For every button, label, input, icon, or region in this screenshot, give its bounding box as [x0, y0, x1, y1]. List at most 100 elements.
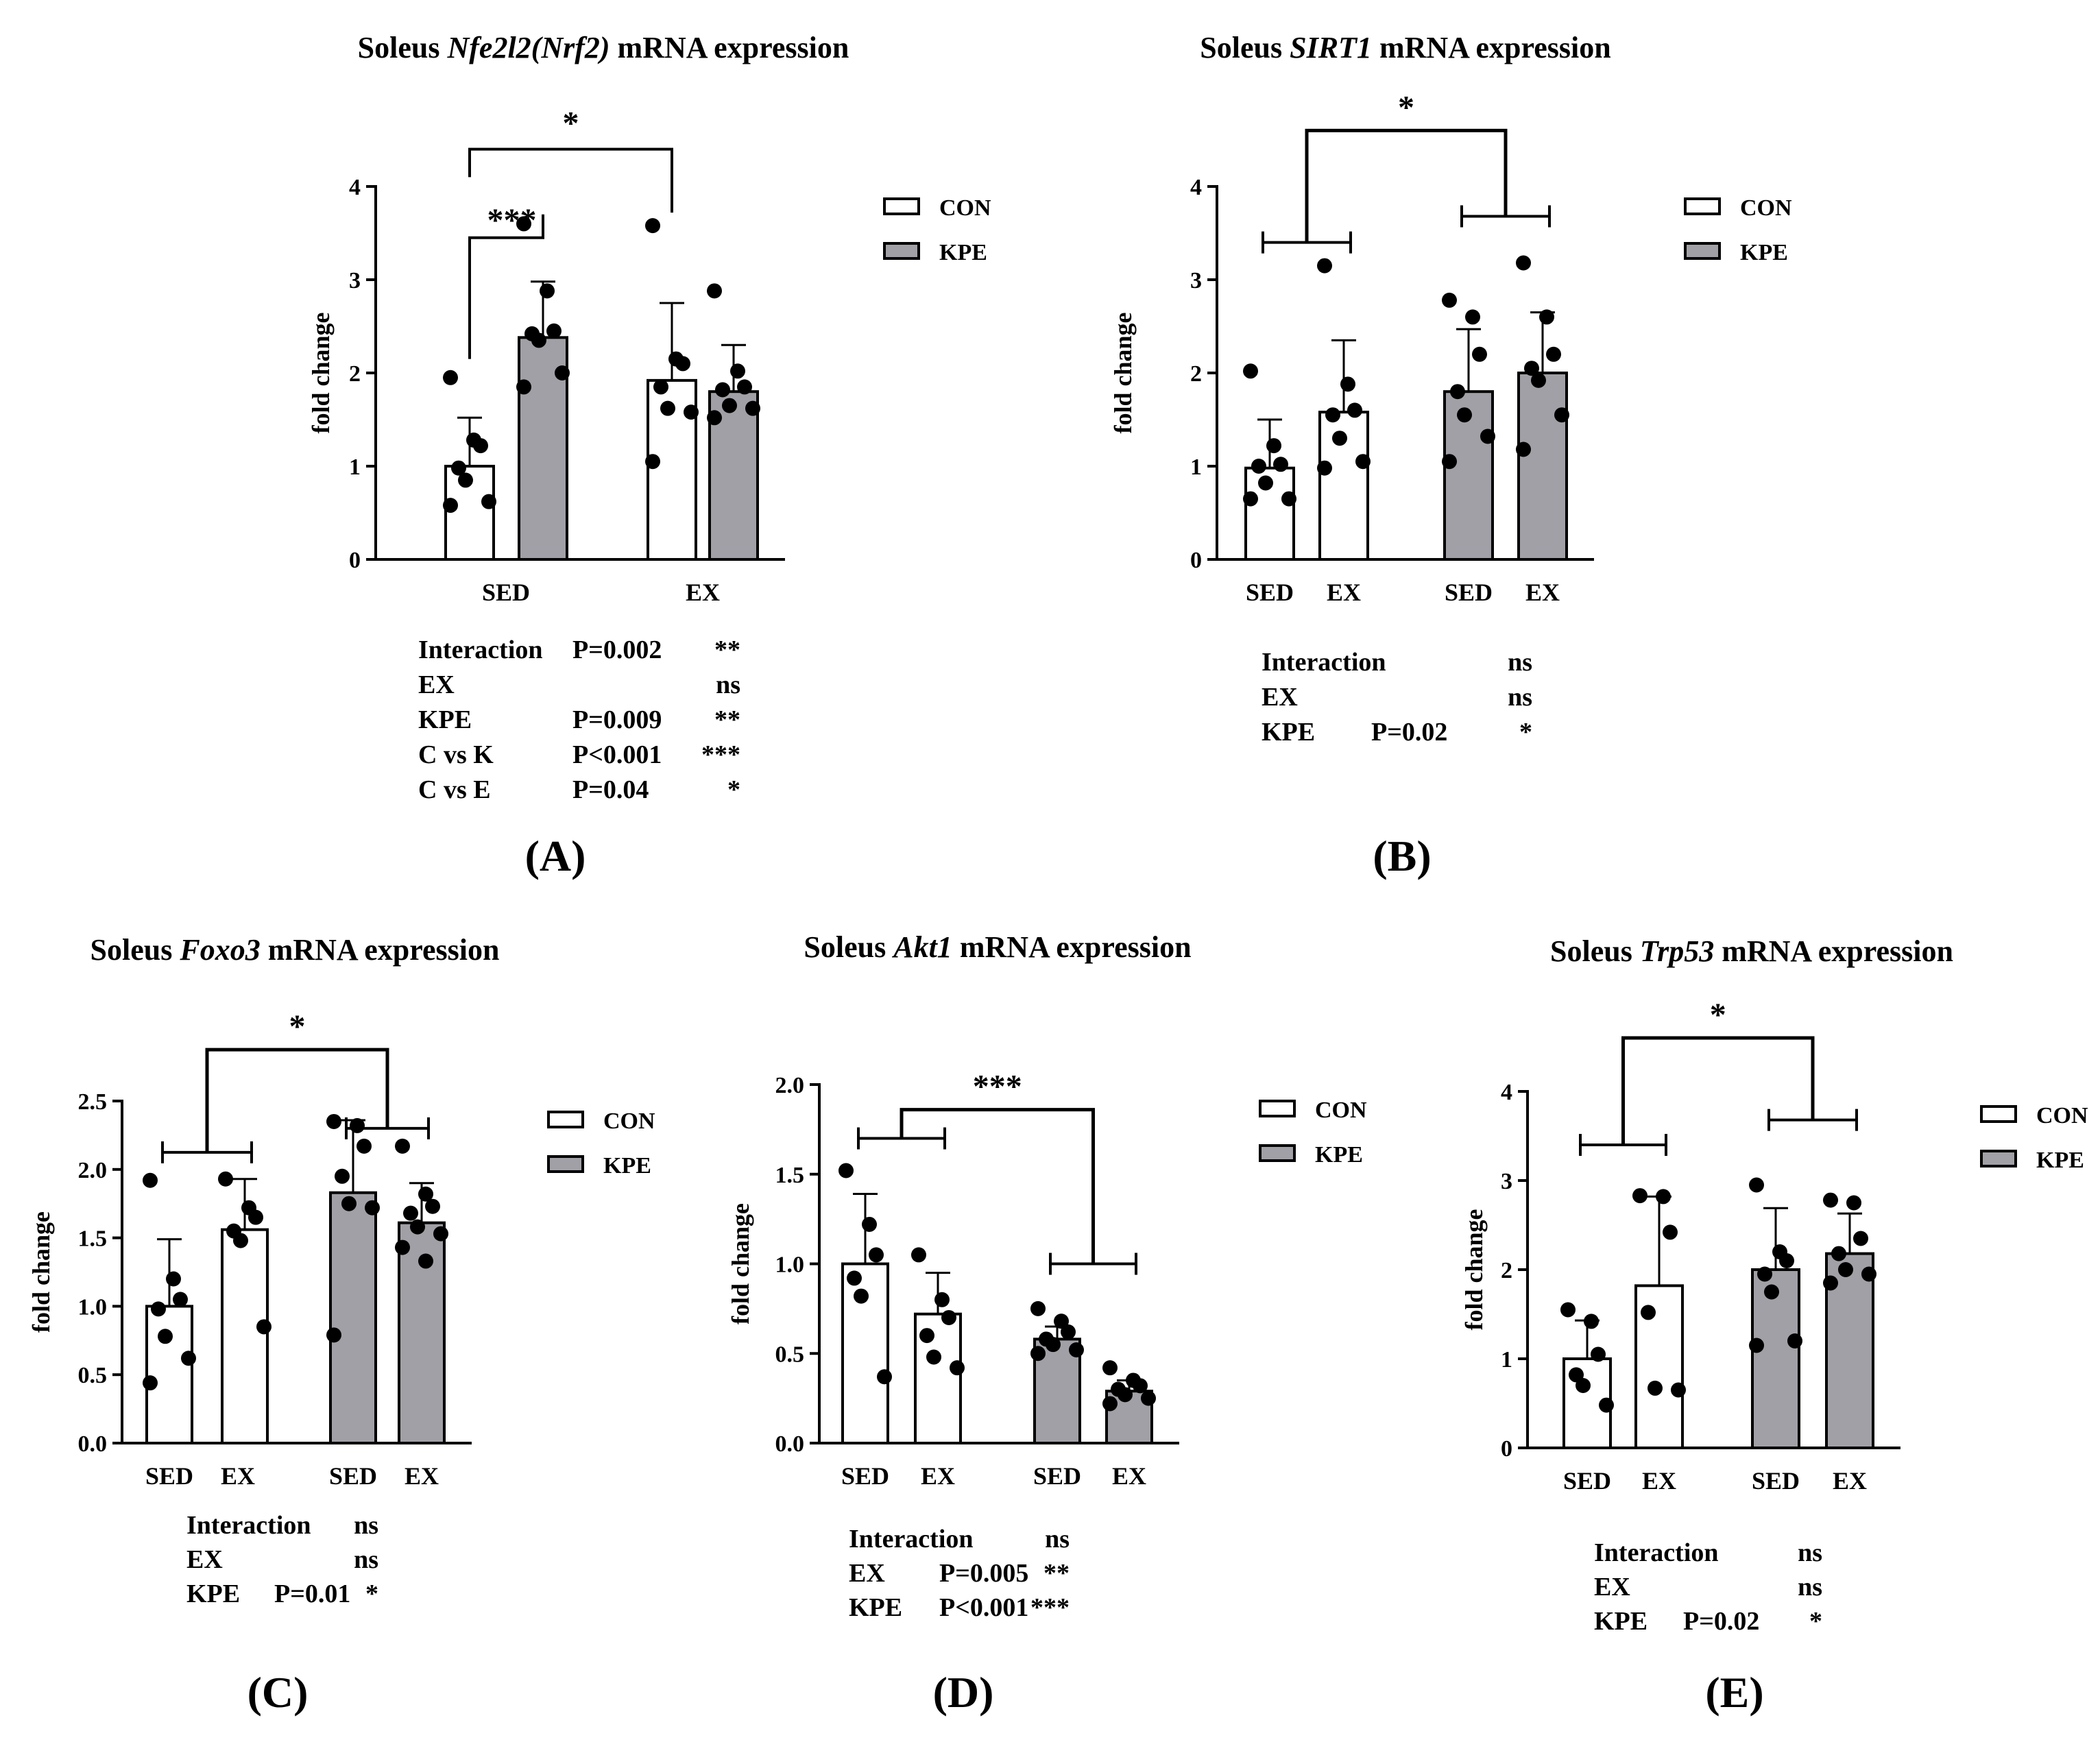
sig-label: * — [1398, 89, 1414, 125]
stats-term: EX — [186, 1545, 223, 1574]
sig-bracket-main — [1621, 1036, 1815, 1145]
y-tick-label: 2 — [1501, 1258, 1512, 1283]
panel-label: (E) — [1705, 1668, 1763, 1717]
bar-kpe-sed — [1751, 1268, 1800, 1449]
y-tick-label: 0.5 — [775, 1342, 805, 1367]
data-point — [1648, 1380, 1663, 1396]
bar-kpe-sed — [329, 1191, 377, 1445]
data-point — [1243, 363, 1258, 379]
data-point — [516, 379, 531, 395]
stats-p-value: P=0.01 — [274, 1580, 350, 1608]
data-point — [218, 1171, 233, 1187]
data-point — [1560, 1302, 1576, 1318]
y-tick-label: 0 — [349, 548, 361, 573]
data-point — [481, 494, 496, 509]
data-point — [1442, 454, 1457, 470]
y-axis-label: fold change — [307, 312, 335, 433]
y-tick-label: 2.0 — [78, 1158, 108, 1183]
data-point — [365, 1200, 380, 1215]
chart-title: Soleus Foxo3 mRNA expression — [90, 933, 500, 967]
data-point — [1524, 361, 1539, 376]
chart-title: Soleus Trp53 mRNA expression — [1550, 934, 1953, 968]
stats-significance: * — [727, 775, 740, 804]
x-tick-label: EX — [686, 579, 720, 606]
data-point — [1480, 428, 1495, 444]
data-point — [1853, 1231, 1868, 1246]
data-point — [675, 356, 690, 372]
legend-swatch-kpe — [1980, 1150, 2017, 1168]
panel-label: (B) — [1373, 832, 1431, 880]
y-tick-label: 4 — [1501, 1080, 1512, 1105]
stats-term: EX — [1262, 683, 1298, 712]
chart-panel-e: Soleus Trp53 mRNA expression 0 1 2 3 4 fold ch… — [1460, 934, 2088, 1717]
sig-label: *** — [973, 1069, 1022, 1105]
x-tick-label: SED — [1445, 579, 1493, 606]
legend-label: KPE — [1740, 240, 1788, 265]
chart-title: Soleus SIRT1 mRNA expression — [1200, 31, 1610, 64]
x-tick-label: EX — [1112, 1462, 1146, 1490]
data-point — [1030, 1346, 1046, 1362]
chart-title-prefix: Soleus — [1550, 934, 1640, 968]
data-point — [1251, 459, 1266, 474]
stats-significance: ns — [1508, 683, 1532, 712]
x-tick-label: EX — [405, 1462, 439, 1490]
data-point — [1450, 384, 1465, 400]
x-tick-label: SED — [1752, 1467, 1800, 1495]
data-point — [1599, 1397, 1614, 1413]
data-point — [1317, 460, 1332, 476]
stats-term: Interaction — [418, 636, 543, 664]
data-point — [1757, 1266, 1772, 1282]
data-point — [926, 1349, 941, 1365]
legend-swatch-kpe — [1259, 1144, 1296, 1162]
chart-title-prefix: Soleus — [358, 31, 448, 64]
data-point — [1569, 1367, 1584, 1383]
x-tick-label: EX — [921, 1462, 955, 1490]
y-axis-label: fold change — [1109, 312, 1137, 433]
data-point — [233, 1233, 248, 1248]
data-point — [1764, 1284, 1779, 1300]
data-point — [248, 1209, 263, 1225]
x-tick-label: EX — [1327, 579, 1361, 606]
y-tick-label: 2 — [349, 361, 361, 387]
legend-swatch-con — [1259, 1100, 1296, 1117]
data-point — [1054, 1314, 1069, 1329]
y-tick-label: 1 — [1190, 455, 1202, 480]
legend-swatch-kpe — [1684, 242, 1721, 260]
stats-significance: ns — [1798, 1538, 1822, 1567]
data-point — [1831, 1246, 1846, 1261]
data-point — [684, 404, 699, 420]
stats-significance: ** — [714, 636, 740, 664]
data-point — [1584, 1314, 1599, 1329]
chart-panel-c: Soleus Foxo3 mRNA expression 0.0 0.5 1.0 1.5… — [27, 933, 655, 1717]
legend-label: CON — [603, 1109, 655, 1134]
x-tick-label: SED — [1246, 579, 1294, 606]
chart-title-prefix: Soleus — [804, 930, 893, 964]
legend-label: KPE — [603, 1153, 651, 1178]
data-point — [458, 472, 473, 488]
stats-term: EX — [849, 1559, 885, 1588]
y-tick-label: 1.0 — [775, 1253, 805, 1278]
data-point — [1046, 1337, 1061, 1353]
stats-term: KPE — [418, 705, 472, 734]
data-point — [151, 1301, 166, 1317]
data-point — [326, 1113, 341, 1129]
legend-label: KPE — [2036, 1148, 2084, 1173]
data-point — [1539, 309, 1554, 325]
stats-term: EX — [1594, 1573, 1630, 1601]
legend-swatch-kpe — [547, 1155, 584, 1173]
y-tick-label: 1.5 — [78, 1226, 108, 1252]
chart-title-suffix: mRNA expression — [1372, 31, 1611, 64]
data-point — [745, 400, 760, 416]
stats-term: KPE — [1594, 1607, 1648, 1636]
stats-p-value: P=0.04 — [572, 775, 649, 804]
data-point — [425, 1198, 440, 1214]
stats-term: C vs K — [418, 740, 494, 769]
data-point — [1118, 1387, 1133, 1403]
data-point — [1030, 1301, 1046, 1316]
data-point — [443, 498, 458, 513]
x-tick-label: SED — [329, 1462, 377, 1490]
stats-term: Interaction — [186, 1511, 311, 1540]
data-point — [847, 1270, 862, 1286]
chart-title-suffix: mRNA expression — [261, 933, 500, 967]
data-point — [1317, 258, 1332, 274]
